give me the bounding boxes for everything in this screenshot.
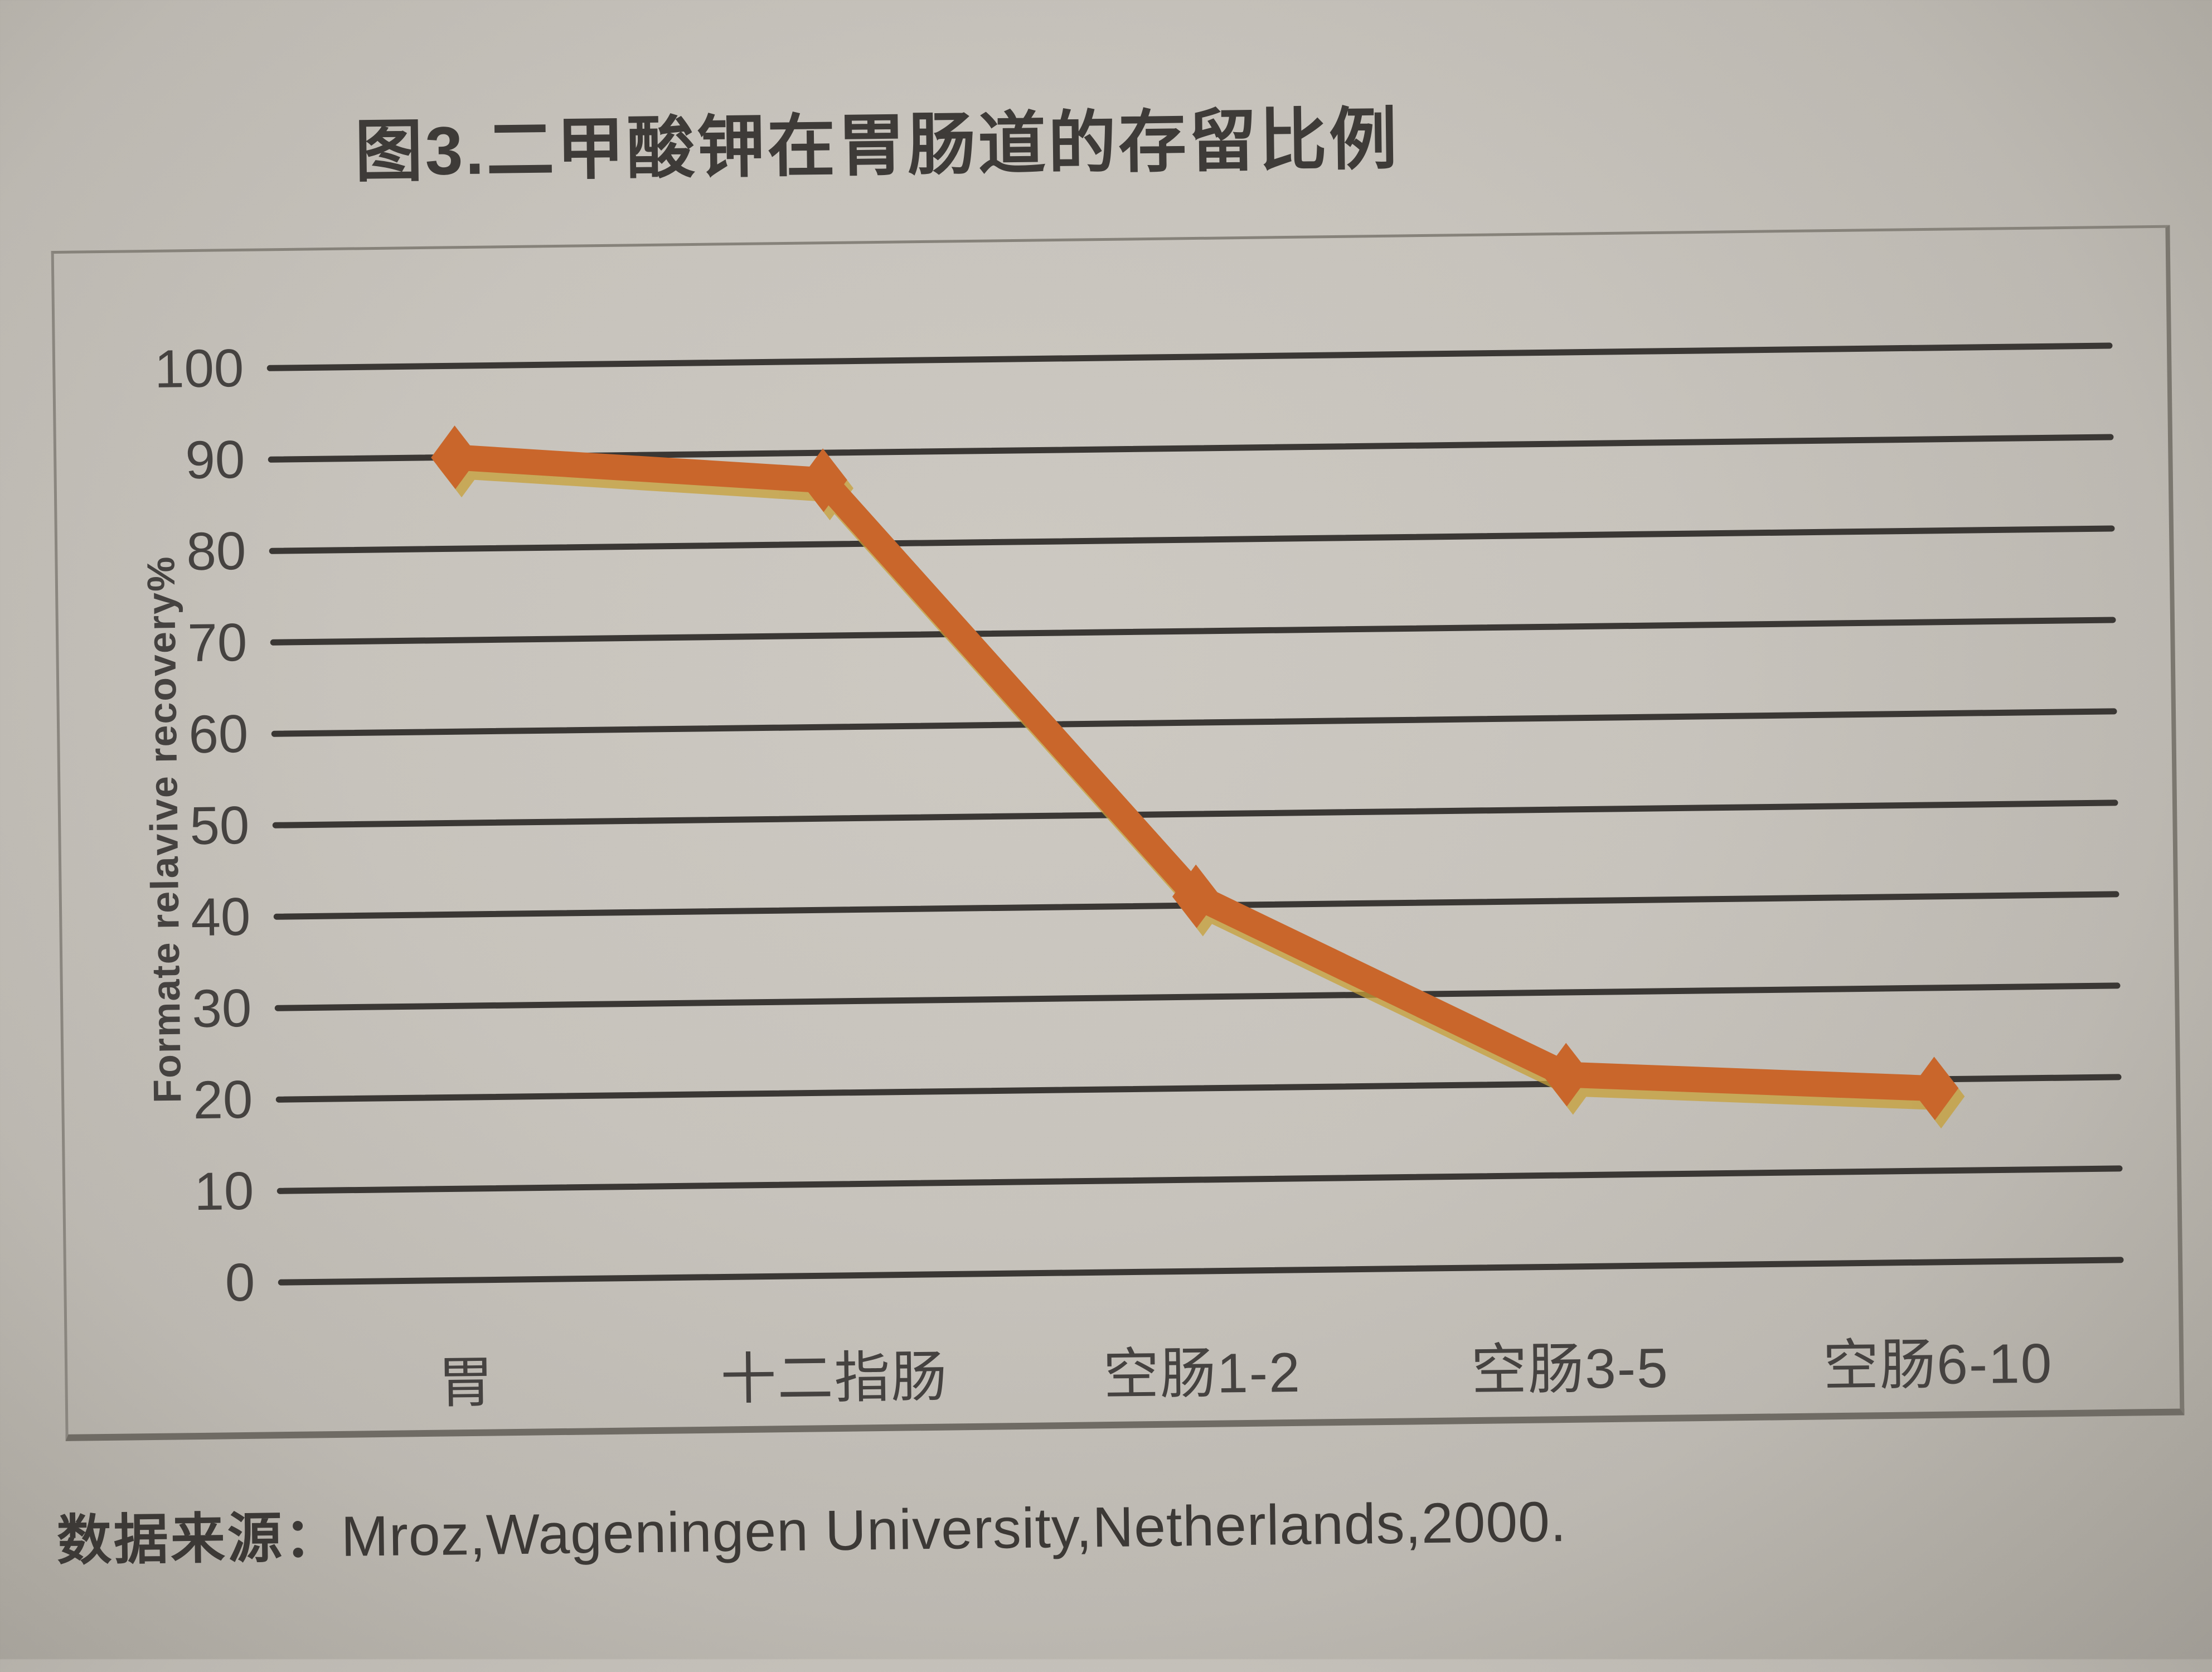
x-axis-label: 胃 — [437, 1351, 496, 1414]
line-chart — [266, 342, 2124, 1286]
chart-frame: Formate relavive recovery% 100 90 80 70 60 50… — [51, 225, 2185, 1441]
y-tick-label: 40 — [190, 886, 251, 948]
y-tick-label: 20 — [192, 1069, 253, 1131]
x-axis-label: 空肠1-2 — [1103, 1341, 1302, 1407]
gridline — [278, 1257, 2124, 1286]
gridline — [270, 617, 2116, 646]
data-point-marker — [1542, 1043, 1590, 1107]
gridline — [271, 708, 2117, 737]
y-tick-label: 60 — [188, 704, 249, 765]
x-axis-label: 空肠6-10 — [1822, 1332, 2054, 1398]
y-tick-label: 10 — [193, 1161, 254, 1222]
y-tick-label: 30 — [191, 978, 252, 1039]
y-tick-label: 90 — [185, 429, 245, 491]
y-tick-label: 100 — [154, 338, 244, 399]
data-point-marker — [431, 425, 479, 490]
gridline — [266, 342, 2113, 371]
source-citation-text: Mroz,Wageningen University,Netherlands,2… — [341, 1490, 1567, 1568]
print-offset-fringe — [437, 434, 1965, 1129]
y-tick-label: 50 — [189, 795, 250, 856]
source-caption: 数据来源：Mroz,Wageningen University,Netherla… — [56, 1478, 1567, 1576]
data-point-marker — [799, 448, 847, 512]
chart-title: 图3.二甲酸钾在胃肠道的存留比例 — [354, 101, 1400, 190]
source-prefix-label: 数据来源： — [56, 1506, 342, 1572]
gridline — [276, 1165, 2123, 1194]
y-tick-label: 0 — [225, 1252, 255, 1313]
data-point-marker — [1172, 864, 1220, 928]
y-tick-label: 80 — [186, 521, 246, 582]
data-point-marker — [1910, 1056, 1959, 1121]
gridline — [274, 982, 2121, 1011]
y-tick-label: 70 — [187, 612, 248, 673]
x-axis-label: 十二指肠 — [720, 1345, 949, 1411]
gridline — [272, 799, 2118, 828]
x-axis-label: 空肠3-5 — [1471, 1336, 1670, 1402]
gridline — [269, 525, 2115, 554]
